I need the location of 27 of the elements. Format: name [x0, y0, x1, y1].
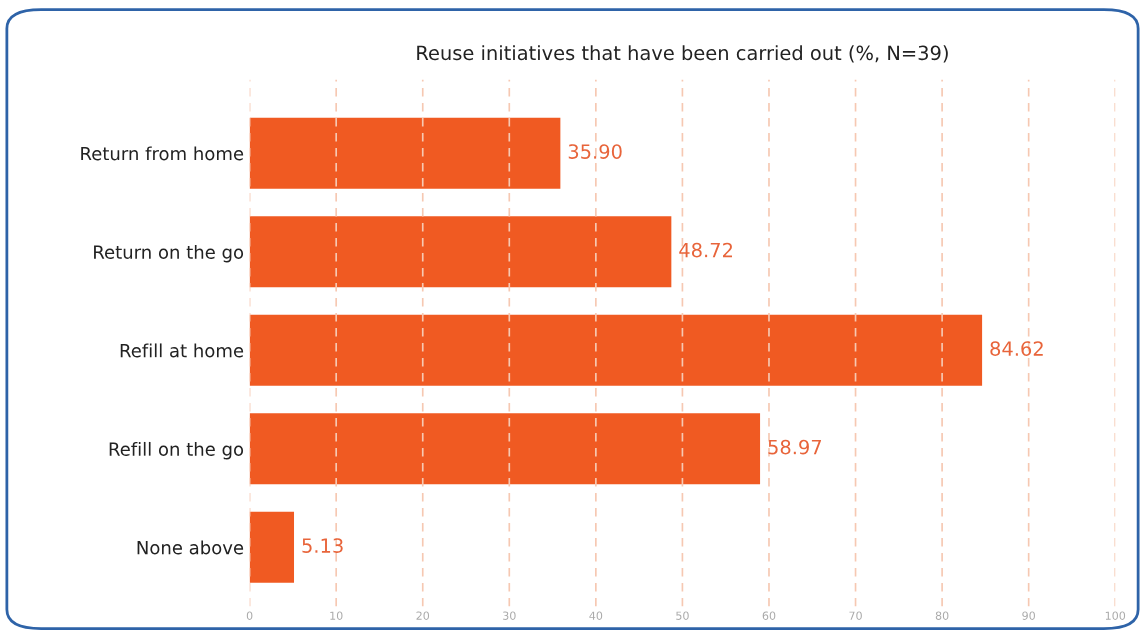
x-tick-label: 100 — [1105, 611, 1126, 620]
x-tick-label: 60 — [762, 611, 776, 620]
data-label: 48.72 — [679, 242, 732, 258]
bar — [249, 216, 672, 288]
y-tick-label: Return from home — [81, 146, 244, 161]
x-tick-label: 0 — [246, 611, 253, 620]
x-tick-label: 30 — [503, 611, 516, 620]
x-tick-label: 70 — [849, 611, 862, 620]
x-tick-label: 50 — [676, 611, 689, 620]
x-tick-label: 80 — [935, 611, 949, 620]
chart-title: Reuse initiatives that have been carried out (%, N=39) — [417, 45, 948, 63]
x-tick-label: 90 — [1022, 611, 1035, 620]
x-tick-label: 10 — [330, 611, 343, 620]
bar — [249, 314, 983, 386]
data-label: 35.90 — [568, 144, 622, 159]
data-label: 5.13 — [302, 538, 343, 553]
data-label: 84.62 — [990, 341, 1043, 356]
y-tick-label: Refill at home — [120, 343, 244, 358]
y-tick-label: Refill on the go — [109, 441, 244, 460]
bar — [249, 511, 295, 583]
y-tick-label: Return on the go — [94, 244, 244, 263]
bar — [249, 117, 561, 189]
x-tick-label: 40 — [589, 611, 603, 620]
data-label: 58.97 — [768, 439, 822, 455]
bar — [249, 413, 761, 485]
y-tick-label: None above — [137, 540, 244, 555]
x-tick-label: 20 — [416, 611, 430, 620]
